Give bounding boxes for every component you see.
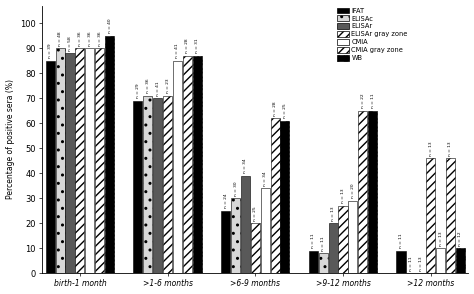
Bar	[358, 111, 367, 273]
Bar	[193, 56, 202, 273]
Text: n = 41: n = 41	[155, 81, 160, 96]
Text: n = 48: n = 48	[58, 31, 62, 46]
Bar	[261, 188, 270, 273]
Bar	[221, 211, 230, 273]
Y-axis label: Percentage of positive sera (%): Percentage of positive sera (%)	[6, 79, 15, 199]
Bar	[271, 118, 280, 273]
Bar	[328, 223, 337, 273]
Bar	[55, 48, 64, 273]
Bar	[183, 56, 192, 273]
Text: n = 24: n = 24	[224, 193, 228, 208]
Bar	[319, 253, 328, 273]
Text: n = 13: n = 13	[438, 231, 443, 246]
Bar	[133, 101, 143, 273]
Bar	[163, 96, 172, 273]
Text: n = 13: n = 13	[341, 188, 345, 203]
Text: n = 36: n = 36	[98, 31, 101, 46]
Text: n = 13: n = 13	[448, 141, 452, 156]
Bar	[251, 223, 260, 273]
Text: n = 13: n = 13	[428, 141, 433, 156]
Text: n = 41: n = 41	[175, 44, 180, 58]
Bar	[153, 98, 162, 273]
Text: n = 30: n = 30	[234, 181, 237, 196]
Text: n = 34: n = 34	[263, 171, 267, 186]
Text: n = 11: n = 11	[399, 233, 403, 248]
Bar	[105, 36, 114, 273]
Bar	[426, 158, 435, 273]
Text: n = 31: n = 31	[195, 39, 199, 53]
Text: n = 34: n = 34	[243, 158, 247, 173]
Bar	[75, 48, 84, 273]
Text: n = 40: n = 40	[108, 19, 111, 33]
Text: n = 28: n = 28	[273, 101, 277, 116]
Bar	[436, 248, 445, 273]
Text: n = 13: n = 13	[419, 256, 423, 271]
Bar	[143, 96, 152, 273]
Text: n = 39: n = 39	[48, 44, 52, 58]
Bar	[446, 158, 455, 273]
Bar	[338, 206, 347, 273]
Bar	[231, 198, 240, 273]
Bar	[241, 176, 250, 273]
Text: n = 12: n = 12	[458, 231, 462, 246]
Bar	[456, 248, 465, 273]
Text: n = 23: n = 23	[165, 78, 170, 93]
Bar	[46, 61, 55, 273]
Text: n = 11: n = 11	[311, 233, 315, 248]
Bar	[281, 121, 290, 273]
Text: n = 25: n = 25	[253, 206, 257, 221]
Text: n = 29: n = 29	[136, 83, 140, 98]
Text: n = 36: n = 36	[88, 31, 92, 46]
Bar	[348, 201, 357, 273]
Text: n = 13: n = 13	[331, 206, 335, 221]
Text: n = 58: n = 58	[68, 36, 72, 51]
Text: n = 36: n = 36	[146, 78, 150, 93]
Text: n = 11: n = 11	[321, 236, 325, 251]
Text: n = 11: n = 11	[409, 256, 413, 271]
Bar	[95, 48, 104, 273]
Bar	[65, 53, 74, 273]
Bar	[309, 251, 318, 273]
Legend: IFAT, ELISAc, ELISAr, ELISAr gray zone, CMIA, CMIA gray zone, WB: IFAT, ELISAc, ELISAr, ELISAr gray zone, …	[335, 6, 409, 63]
Bar	[85, 48, 94, 273]
Bar	[396, 251, 406, 273]
Bar	[368, 111, 377, 273]
Text: n = 36: n = 36	[78, 31, 82, 46]
Text: n = 20: n = 20	[351, 183, 355, 198]
Text: n = 11: n = 11	[371, 93, 374, 108]
Bar	[173, 61, 182, 273]
Text: n = 28: n = 28	[185, 39, 189, 53]
Text: n = 22: n = 22	[361, 93, 365, 108]
Text: n = 25: n = 25	[283, 103, 287, 118]
